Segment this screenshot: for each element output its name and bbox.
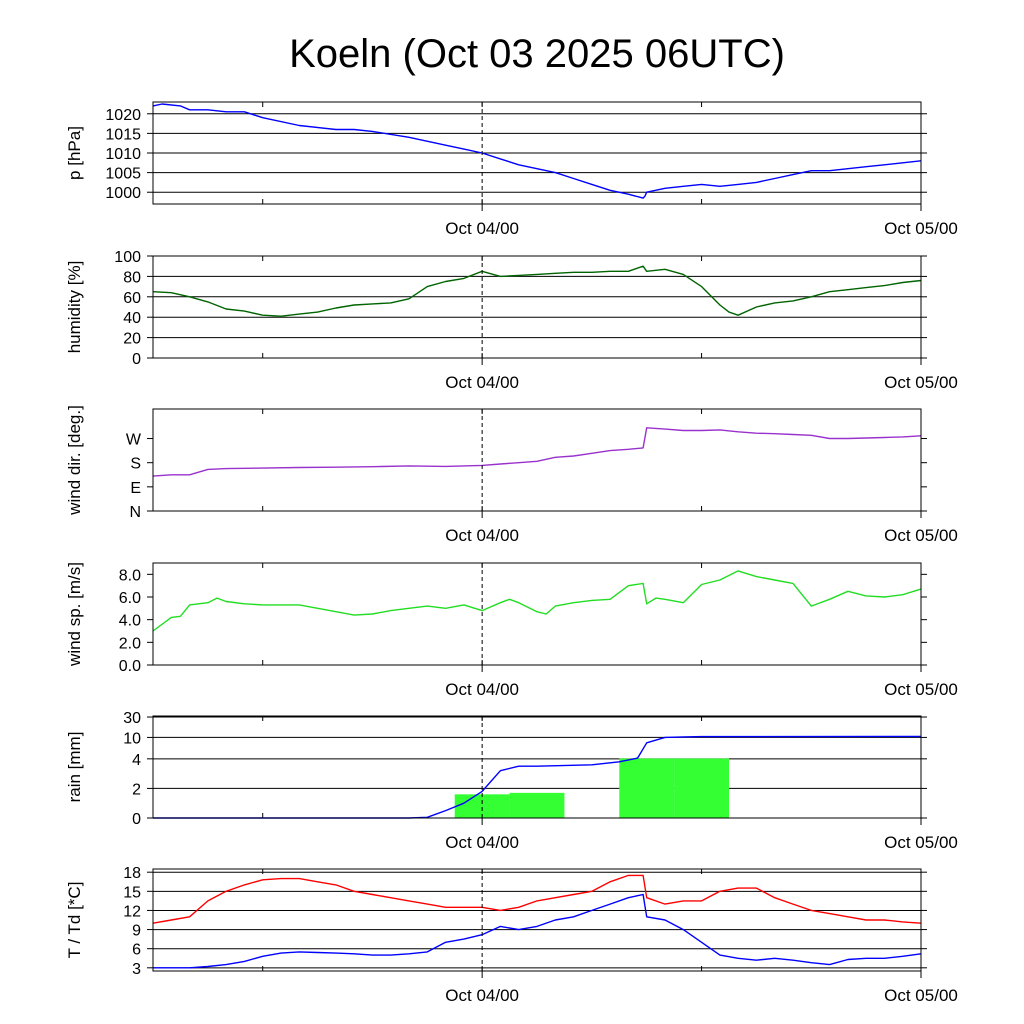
series-line-T — [152, 874, 922, 924]
x-tick-label: Oct 05/00 — [884, 373, 958, 392]
series-line-accumulated-rain — [153, 735, 922, 819]
y-tick-label: 2 — [132, 781, 141, 798]
y-tick-label: 4 — [132, 752, 141, 769]
plot-frame — [152, 868, 922, 972]
y-tick-label: 6 — [132, 942, 141, 959]
y-tick-label: 1020 — [105, 107, 141, 124]
y-axis-label: wind sp. [m/s] — [65, 562, 84, 667]
y-axis-label: p [hPa] — [65, 126, 84, 180]
series-line-wind-direction — [152, 427, 922, 477]
y-tick-label: 30 — [123, 710, 141, 727]
x-tick-label: Oct 04/00 — [445, 986, 519, 1005]
y-tick-label: 40 — [123, 310, 141, 327]
y-tick-label: 15 — [123, 884, 141, 901]
y-tick-label: S — [130, 456, 141, 473]
y-tick-label: 0 — [132, 351, 141, 368]
x-tick-label: Oct 05/00 — [884, 526, 958, 545]
panel-wind_speed: 0.0 2.0 4.0 6.0 8.0 Oct 04/00 Oct 05/00 wind sp… — [65, 562, 958, 699]
y-tick-label: E — [130, 480, 141, 497]
plot-frame — [152, 101, 922, 205]
x-tick-label: Oct 04/00 — [445, 680, 519, 699]
chart-title: Koeln (Oct 03 2025 06UTC) — [289, 32, 785, 76]
y-axis-label: wind dir. [deg.] — [65, 405, 84, 516]
series-line-Td — [153, 893, 922, 969]
y-tick-label: 8.0 — [119, 567, 141, 584]
x-tick-label: Oct 05/00 — [884, 219, 958, 238]
plot-frame — [152, 255, 922, 359]
rain-bar — [674, 758, 729, 818]
y-tick-label: 1000 — [105, 185, 141, 202]
x-tick-label: Oct 05/00 — [884, 680, 958, 699]
y-tick-label: 20 — [123, 331, 141, 348]
y-tick-label: 3 — [132, 961, 141, 978]
y-tick-label: 0.0 — [119, 658, 141, 675]
y-tick-label: 12 — [123, 903, 141, 920]
x-tick-label: Oct 04/00 — [445, 833, 519, 852]
y-axis-label: humidity [%] — [65, 261, 84, 354]
y-axis-label: T / Td [*C] — [65, 882, 84, 959]
y-tick-label: 60 — [123, 290, 141, 307]
x-tick-label: Oct 04/00 — [445, 373, 519, 392]
y-tick-label: 0 — [132, 811, 141, 828]
y-tick-label: 1010 — [105, 146, 141, 163]
x-tick-label: Oct 04/00 — [445, 526, 519, 545]
y-axis-label: rain [mm] — [65, 732, 84, 803]
plot-frame — [152, 408, 922, 512]
y-tick-label: 1005 — [105, 166, 141, 183]
series-line-pressure — [152, 103, 922, 199]
y-tick-label: 2.0 — [119, 635, 141, 652]
plot-frame — [152, 562, 922, 666]
y-tick-label: 1015 — [105, 126, 141, 143]
y-tick-label: N — [129, 504, 141, 521]
y-tick-label: 10 — [123, 730, 141, 747]
y-tick-label: W — [126, 432, 142, 449]
y-tick-label: 80 — [123, 269, 141, 286]
y-tick-label: 6.0 — [119, 590, 141, 607]
x-tick-label: Oct 05/00 — [884, 986, 958, 1005]
y-tick-label: 9 — [132, 923, 141, 940]
series-line-wind-speed — [152, 570, 922, 632]
panel-pressure: 1000 1005 1010 1015 1020 Oct 04/00 Oct 05/00 p … — [65, 101, 958, 238]
x-tick-label: Oct 04/00 — [445, 219, 519, 238]
y-tick-label: 100 — [114, 249, 141, 266]
x-tick-label: Oct 05/00 — [884, 833, 958, 852]
panel-rain: 0 2 4 10 30 Oct 04/00 Oct 05/00 rain [mm] — [65, 710, 958, 852]
y-tick-label: 4.0 — [119, 613, 141, 630]
panel-temperature: 3 6 9 12 15 18 Oct 04/00 Oct 05/00 T / Td [*C] — [65, 865, 958, 1005]
rain-bar — [509, 792, 565, 818]
y-tick-label: 18 — [123, 865, 141, 882]
rain-bar — [619, 758, 675, 818]
series-line-humidity — [152, 265, 922, 317]
panel-humidity: 0 20 40 60 80 100 Oct 04/00 Oct 05/00 humidity [… — [65, 249, 958, 392]
plot-frame — [152, 715, 922, 819]
